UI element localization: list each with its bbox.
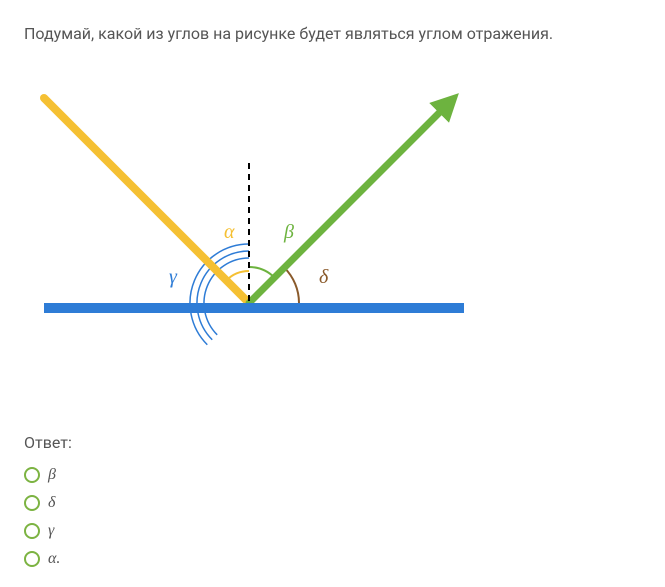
diagram-svg: α β γ δ [24,73,474,353]
reflected-ray [249,103,449,303]
option-label: α. [48,550,60,568]
radio-icon [24,467,40,483]
angle-label-delta: δ [319,266,329,288]
angle-label-alpha: α [224,221,235,243]
reflection-diagram: α β γ δ [24,73,474,353]
radio-icon [24,551,40,567]
angle-label-gamma: γ [169,266,178,288]
answer-label: Ответ: [24,433,641,452]
option-0[interactable]: β [24,466,641,484]
option-label: γ [48,522,54,540]
option-1[interactable]: δ [24,494,641,512]
option-label: δ [48,494,55,512]
options-list: βδγ α. [24,466,641,568]
radio-icon [24,523,40,539]
option-3[interactable]: α. [24,550,641,568]
option-label: β [48,466,56,484]
option-2[interactable]: γ [24,522,641,540]
question-text: Подумай, какой из углов на рисунке будет… [24,24,641,43]
angle-label-beta: β [283,221,294,243]
incident-ray [44,98,249,303]
radio-icon [24,495,40,511]
